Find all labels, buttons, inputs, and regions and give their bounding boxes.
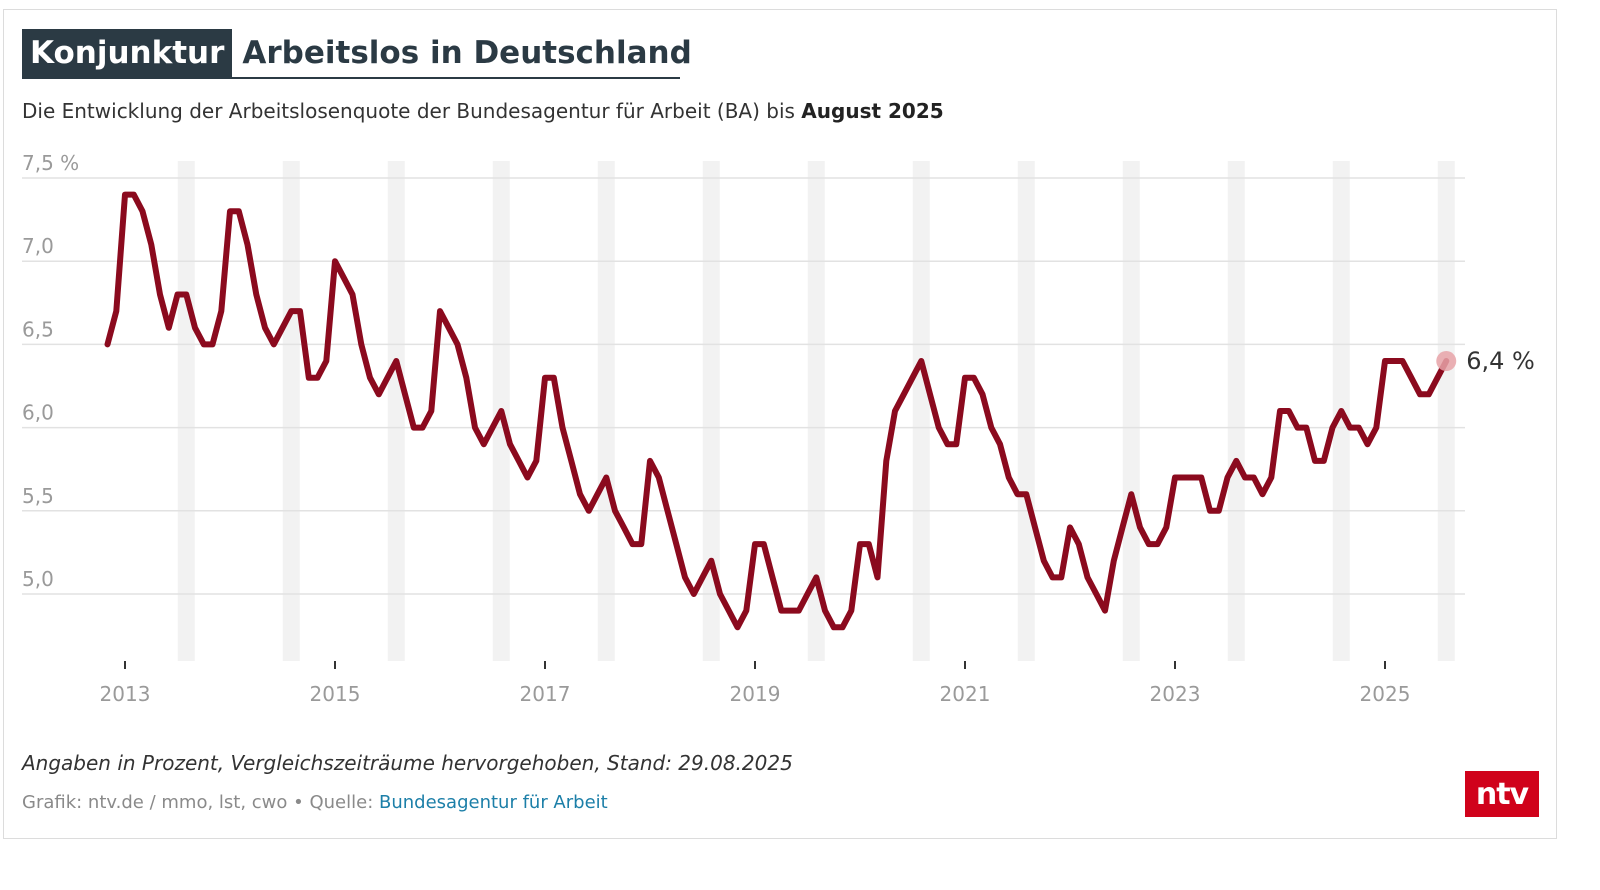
page-title: Arbeitslos in Deutschland [242,34,692,71]
y-tick-label: 7,0 [22,234,54,258]
y-tick-label: 7,5 % [22,151,79,175]
y-tick-label: 5,5 [22,484,54,508]
title-row: Konjunktur Arbeitslos in Deutschland [22,29,692,79]
source-link[interactable]: Bundesagentur für Arbeit [379,792,608,813]
highlight-band [1017,161,1035,661]
subtitle-bold: August 2025 [801,99,944,123]
highlight-band [1227,161,1245,661]
ntv-logo: ntv [1465,771,1539,817]
x-tick-label: 2013 [100,682,151,706]
x-tick-label: 2021 [940,682,991,706]
last-point-group: 6,4 % [1436,347,1535,375]
y-tick-label: 5,0 [22,567,54,591]
highlight-bands [177,161,1455,661]
y-tick-label: 6,0 [22,401,54,425]
x-tick-label: 2025 [1360,682,1411,706]
highlight-band [1437,161,1455,661]
credit-text: Grafik: ntv.de / mmo, lst, cwo • Quelle: [22,792,379,813]
x-tick-label: 2017 [520,682,571,706]
series-line [104,191,1450,631]
x-tick-label: 2015 [310,682,361,706]
chart-subtitle: Die Entwicklung der Arbeitslosenquote de… [22,99,944,123]
y-tick-label: 6,5 [22,317,54,341]
x-axis: 2013 2015 2017 2019 2021 2023 2025 [100,661,1411,706]
kicker-label: Konjunktur [22,29,233,77]
chart-credit: Grafik: ntv.de / mmo, lst, cwo • Quelle:… [22,792,608,813]
highlight-band [702,161,720,661]
x-tick-label: 2023 [1150,682,1201,706]
highlight-band [177,161,195,661]
chart-note: Angaben in Prozent, Vergleichszeiträume … [22,751,793,775]
last-point-marker [1436,351,1457,372]
last-value-label: 6,4 % [1466,347,1535,375]
highlight-band [1122,161,1140,661]
highlight-band [282,161,300,661]
highlight-band [387,161,405,661]
highlight-band [807,161,825,661]
highlight-band [597,161,615,661]
x-tick-label: 2019 [730,682,781,706]
highlight-band [912,161,930,661]
y-axis-labels: 5,0 5,5 6,0 6,5 7,0 7,5 % [22,151,79,591]
gridlines [22,177,1465,595]
subtitle-text: Die Entwicklung der Arbeitslosenquote de… [22,99,802,123]
series [104,191,1450,631]
